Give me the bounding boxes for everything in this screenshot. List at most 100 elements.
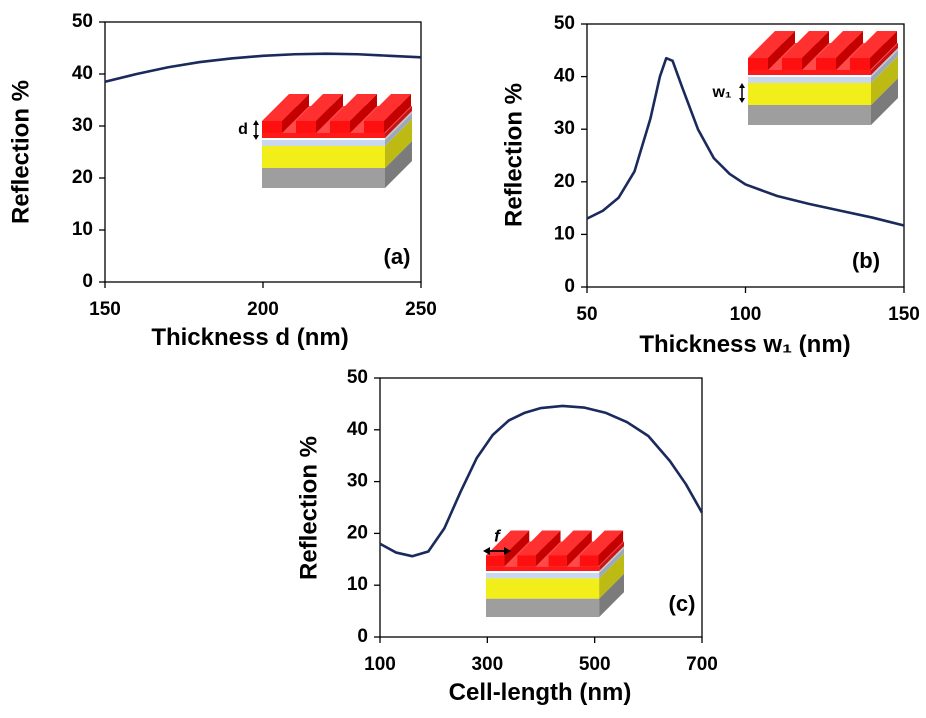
inset-shape [330,121,350,133]
y-tick-label: 50 [554,13,575,34]
inset-shape [262,168,385,188]
inset-shape [748,70,871,75]
y-tick-label: 20 [554,171,575,192]
inset-shape [262,146,385,168]
x-axis-label: Cell-length (nm) [449,679,632,706]
inset-shape [871,78,898,125]
inset-shape [486,598,600,617]
y-axis-label: Reflection % [500,83,527,227]
y-tick-label: 20 [347,522,368,543]
x-axis-label: Thickness w₁ (nm) [639,331,850,358]
x-tick-label: 300 [471,654,503,675]
x-tick-label: 250 [405,299,437,320]
y-tick-label: 30 [554,118,575,139]
x-tick-label: 150 [89,299,121,320]
data-line [104,52,422,84]
inset-shape [748,75,871,77]
x-tick-label: 500 [579,654,611,675]
y-tick-label: 30 [347,471,368,492]
inset-shape [579,555,599,567]
inset-shape [385,113,412,146]
inset-shape [262,133,385,138]
inset-shape [579,530,624,556]
x-tick-label: 100 [730,304,762,325]
inset-shape [748,83,871,105]
data-line [586,56,905,227]
inset-shape [836,31,863,70]
x-tick-label: 150 [888,304,920,325]
chart-panel: 0 10 20 30 40 50 100 300 500 700 Cell-length (nm) R… [295,367,718,706]
inset-shape [599,548,624,579]
inset-shape [871,56,898,105]
inset-shape [748,105,871,125]
inset-shape [598,530,624,567]
inset-shape [486,566,600,571]
inset-shape [262,121,282,133]
inset-shape [296,94,343,121]
y-axis-label: Reflection % [7,80,34,224]
inset-shape [871,48,898,77]
y-axis-label: Reflection % [295,436,322,580]
x-tick-label: 700 [686,654,718,675]
inset-shape [871,50,898,83]
data-line [379,404,704,558]
inset-shape [871,43,898,75]
inset-shape [384,94,411,133]
inset-shape [599,546,624,573]
inset-shape [816,31,863,58]
inset-shape [504,530,530,567]
panel-annotation: (a) [384,244,411,269]
inset-shape [486,578,600,599]
inset-shape [850,58,870,70]
inset-shape [364,94,411,121]
inset-shape [782,31,829,58]
inset-shape [850,31,897,58]
inset-shape [517,555,536,567]
y-tick-label: 0 [357,626,368,647]
inset-shape [566,530,592,567]
inset-shape [385,119,412,168]
inset-shape [599,553,624,599]
inset-shape [548,555,567,567]
panel-annotation: (c) [669,591,696,616]
inset-shape [748,77,871,83]
y-tick-label: 40 [72,63,93,84]
y-tick-label: 10 [554,223,575,244]
inset-shape [768,31,795,70]
y-tick-label: 40 [347,419,368,440]
y-tick-label: 10 [347,574,368,595]
panel-annotation: (b) [852,248,880,273]
inset-shape [816,58,836,70]
inset-shape [486,530,530,556]
inset-shape [548,530,592,556]
y-tick-label: 20 [72,167,93,188]
inset-shape [350,94,377,133]
inset-shape [385,111,412,140]
inset-shape [599,541,624,571]
inset-arrowhead [253,135,259,140]
inset-shape [486,572,600,579]
x-tick-label: 200 [247,299,279,320]
inset-shape [262,138,385,140]
y-tick-label: 40 [554,66,575,87]
inset-shape [262,140,385,146]
inset-shape [782,58,802,70]
inset-shape [535,530,561,567]
inset-shape [486,571,600,573]
inset-shape [282,94,309,133]
x-tick-label: 50 [576,304,597,325]
inset-arrowhead [739,98,745,103]
x-axis-label: Thickness d (nm) [151,324,348,351]
y-tick-label: 50 [347,367,368,388]
inset-shape [748,31,795,58]
plot-frame [379,377,703,638]
x-tick-label: 100 [364,654,396,675]
chart-panel: 0 10 20 30 40 50 150 200 250 Thickness d (nm) Refl… [7,11,437,351]
inset-shape [517,530,561,556]
inset-arrowhead [504,547,511,555]
inset-arrowhead [739,83,745,88]
y-tick-label: 0 [564,276,575,297]
inset-shape [330,94,377,121]
inset-label: d [238,121,248,138]
